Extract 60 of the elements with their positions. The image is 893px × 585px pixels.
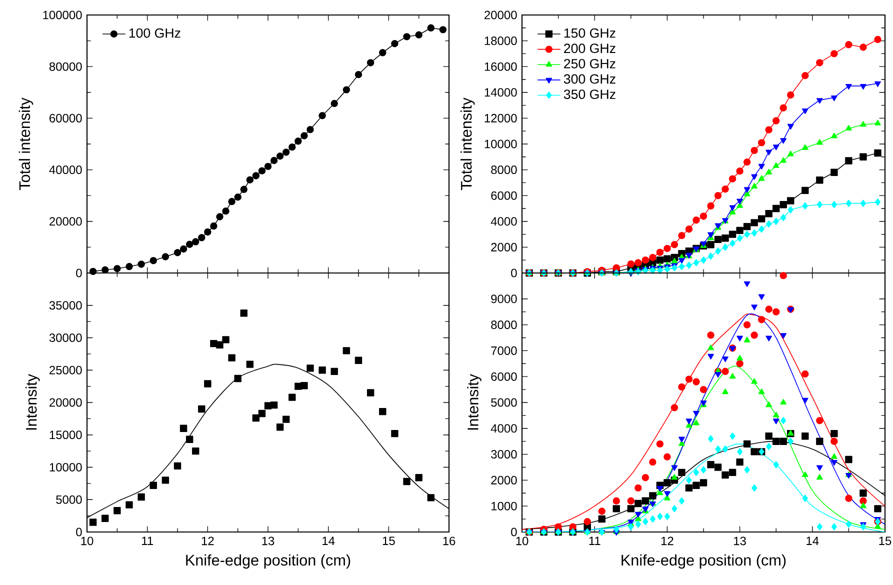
y-tick-label: 25000	[50, 366, 82, 374]
y-tick-label: 3000	[491, 450, 517, 459]
y-tick-label: 18000	[484, 36, 517, 46]
y-axis-title: Intensity	[467, 374, 482, 430]
y-tick-label: 2000	[491, 476, 517, 484]
y-tick-label: 60000	[50, 114, 82, 122]
y-tick-label: 16000	[484, 62, 517, 71]
y-tick-label: 10000	[50, 462, 82, 472]
x-axis-title: Knife-edge position (cm)	[186, 554, 350, 569]
y-tick-label: 10000	[484, 140, 517, 148]
y-tick-label: 20000	[484, 10, 517, 20]
y-tick-label: 7000	[491, 346, 517, 355]
y-tick-label: 4000	[490, 424, 517, 433]
y-tick-label: 20000	[50, 217, 82, 226]
x-tick-label: 13	[734, 536, 746, 546]
y-tick-label: 8000	[491, 320, 517, 330]
x-tick-label: 15	[382, 536, 395, 546]
y-tick-label: 30000	[49, 333, 82, 342]
y-tick-label: 6000	[491, 372, 517, 381]
legend-label: 350 GHz	[564, 90, 616, 100]
y-tick-label: 80000	[49, 62, 82, 71]
legend-label: 200 GHz	[564, 44, 616, 54]
y-axis-title: Total intensity	[460, 98, 475, 190]
y-tick-label: 0	[511, 268, 517, 278]
x-tick-label: 10	[81, 536, 94, 546]
legend-label: 300 GHz	[564, 74, 616, 84]
y-tick-label: 40000	[49, 166, 82, 174]
legend-label: 150 GHz	[564, 28, 616, 38]
x-tick-label: 14	[806, 536, 819, 545]
y-tick-label: 0	[76, 528, 82, 536]
x-tick-label: 10	[516, 536, 528, 546]
y-tick-label: 15000	[50, 430, 82, 440]
x-tick-label: 13	[262, 536, 274, 546]
x-tick-label: 14	[322, 536, 335, 545]
y-tick-label: 14000	[484, 88, 517, 97]
x-axis-title: Knife-edge position (cm)	[622, 554, 786, 569]
y-tick-label: 5000	[56, 495, 82, 504]
y-tick-label: 1000	[492, 502, 517, 510]
y-tick-label: 9000	[491, 294, 517, 304]
y-tick-label: 2000	[491, 242, 517, 252]
x-tick-label: 16	[443, 536, 456, 546]
x-tick-label: 11	[142, 536, 153, 545]
y-tick-label: 12000	[484, 114, 517, 122]
x-tick-label: 12	[202, 536, 214, 546]
y-tick-label: 20000	[50, 398, 82, 407]
legend-label: 250 GHz	[564, 58, 616, 68]
y-tick-label: 100000	[43, 10, 82, 20]
y-tick-label: 5000	[491, 398, 517, 407]
y-tick-label: 0	[76, 268, 82, 278]
y-axis-title: Total intensity	[18, 98, 34, 190]
x-tick-label: 12	[661, 536, 674, 546]
y-tick-label: 6000	[491, 191, 517, 200]
y-axis-title: Intensity	[25, 374, 40, 430]
y-tick-label: 4000	[490, 217, 517, 226]
x-tick-label: 11	[589, 536, 600, 545]
y-tick-label: 0	[511, 528, 517, 536]
y-tick-label: 35000	[49, 301, 82, 310]
x-tick-label: 15	[879, 536, 892, 546]
legend-label: 100 GHz	[129, 28, 180, 38]
y-tick-label: 8000	[491, 166, 517, 174]
